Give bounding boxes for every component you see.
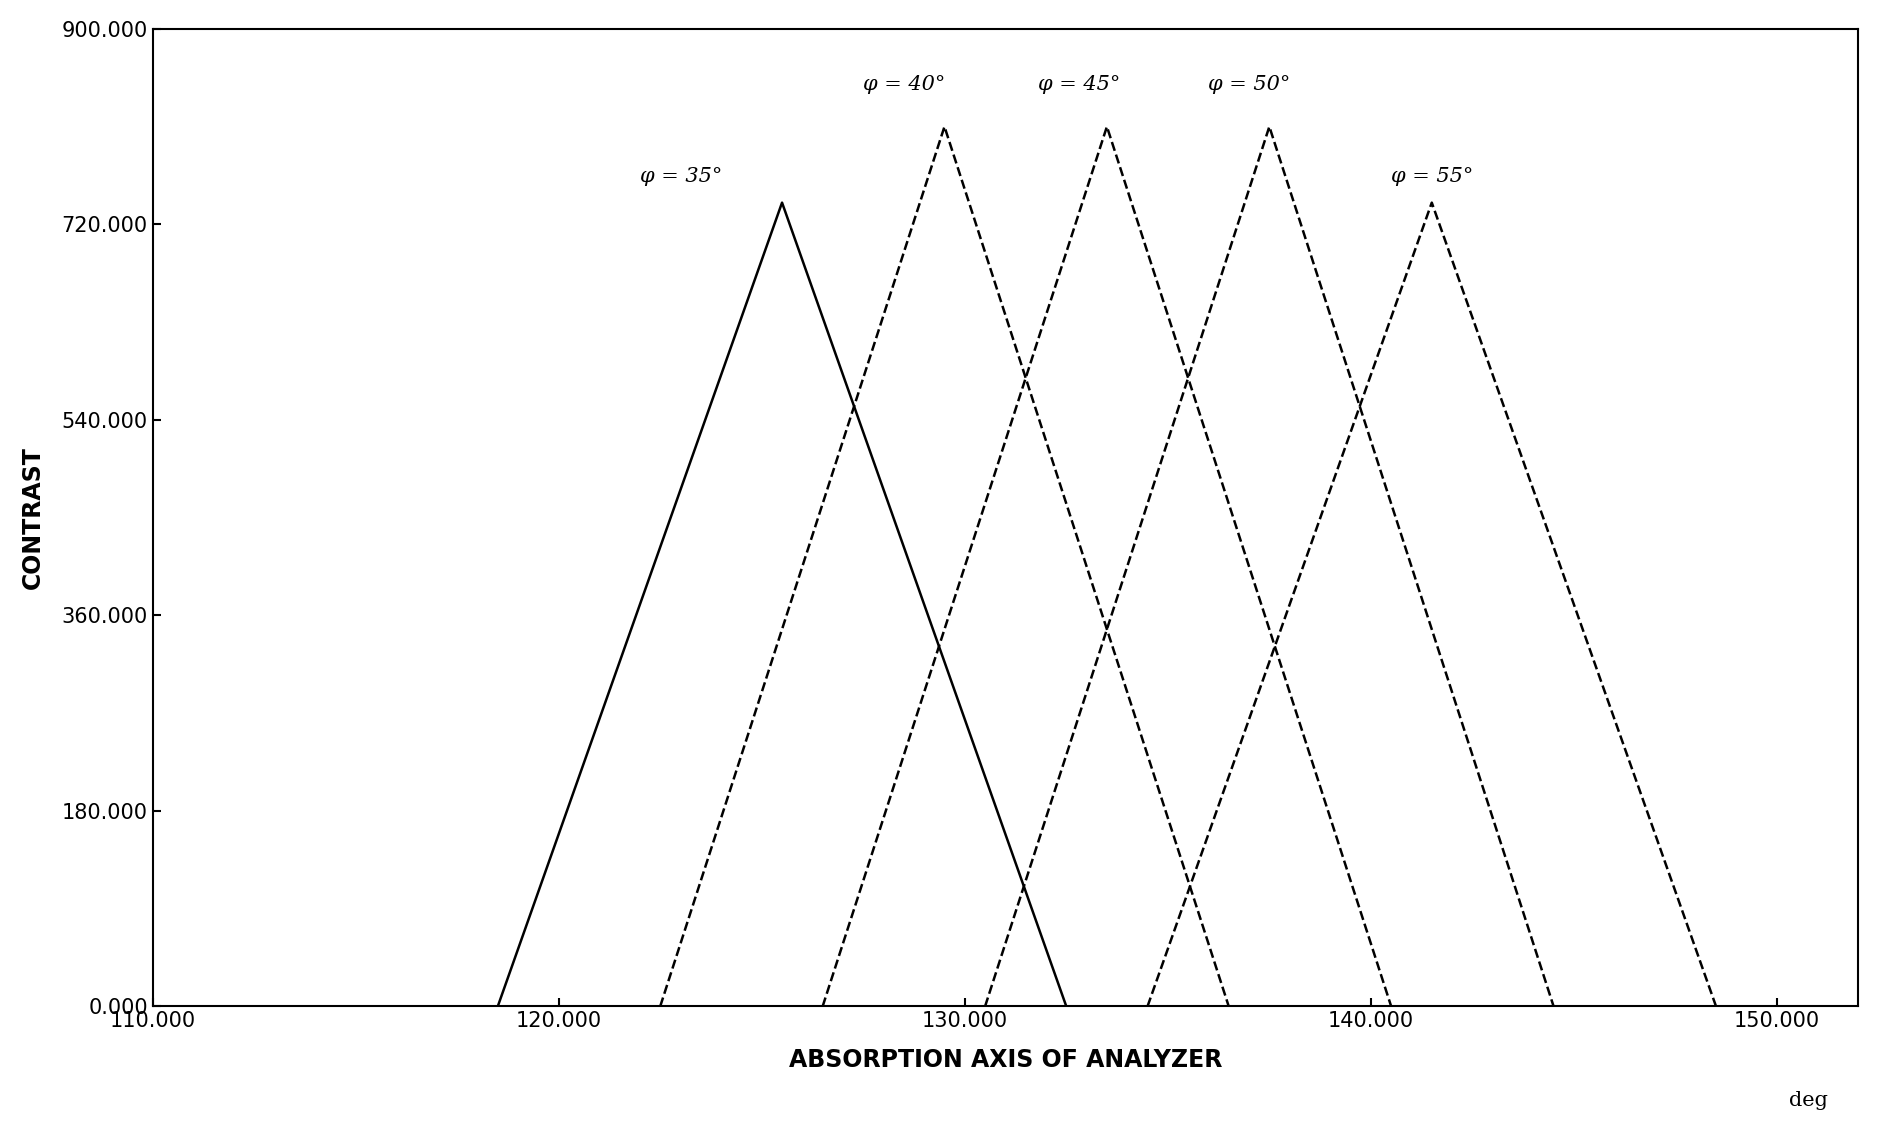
Text: φ = 55°: φ = 55° bbox=[1390, 167, 1473, 186]
Y-axis label: CONTRAST: CONTRAST bbox=[21, 446, 45, 589]
Text: φ = 40°: φ = 40° bbox=[862, 75, 945, 94]
Text: φ = 50°: φ = 50° bbox=[1208, 75, 1291, 94]
Text: φ = 35°: φ = 35° bbox=[641, 167, 722, 186]
Text: φ = 45°: φ = 45° bbox=[1037, 75, 1120, 94]
Text: deg: deg bbox=[1789, 1091, 1828, 1110]
X-axis label: ABSORPTION AXIS OF ANALYZER: ABSORPTION AXIS OF ANALYZER bbox=[789, 1048, 1221, 1072]
